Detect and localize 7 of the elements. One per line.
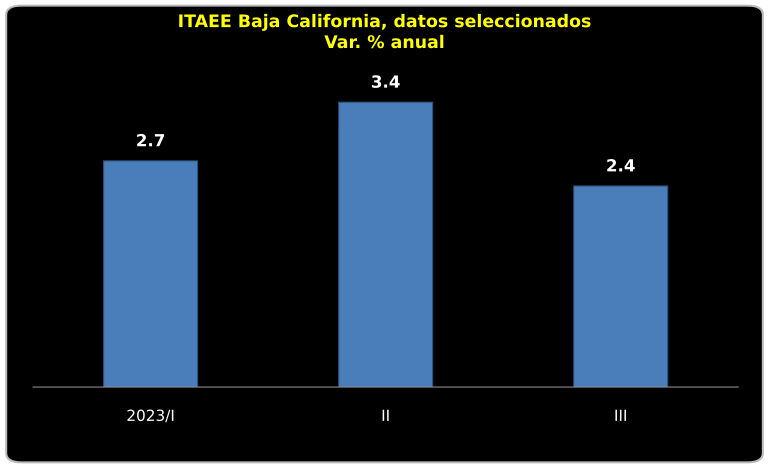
data-label: 2.4 <box>607 159 635 172</box>
chart-title: ITAEE Baja California, datos seleccionados Var. % anual <box>179 14 591 48</box>
data-label: 2.7 <box>137 134 164 146</box>
data-label: 3.4 <box>372 75 400 88</box>
x-tick-label: II <box>382 410 389 421</box>
x-tick-label: 2023/I <box>127 410 174 422</box>
x-tick-label: III <box>615 410 626 421</box>
